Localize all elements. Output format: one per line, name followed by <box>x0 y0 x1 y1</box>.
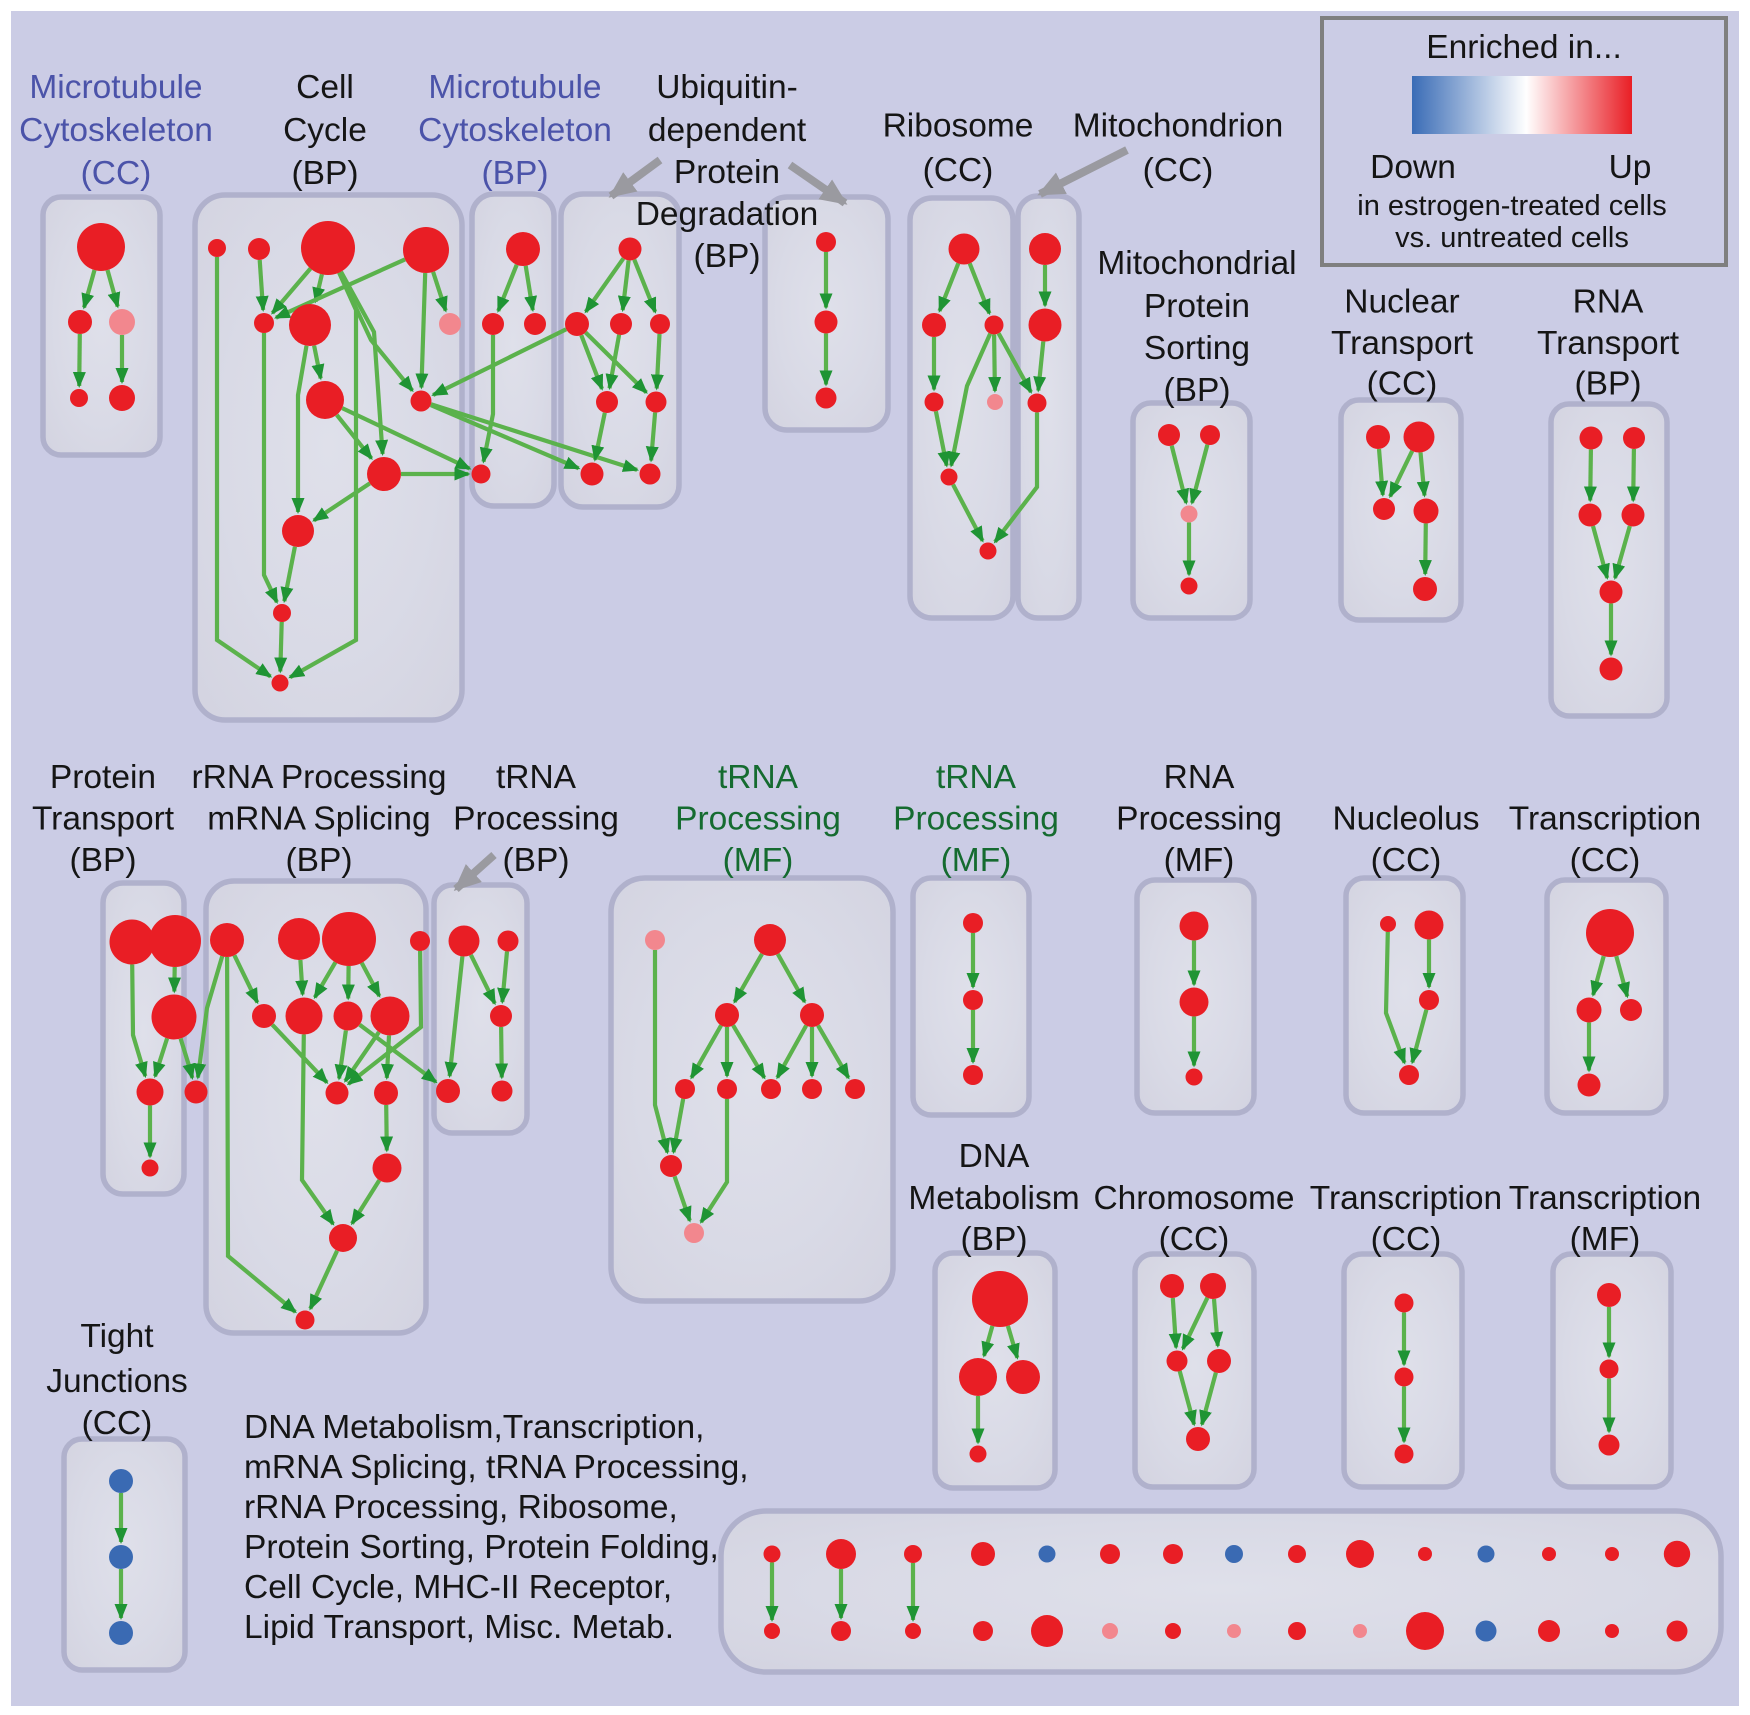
svg-text:mRNA Splicing, tRNA Processing: mRNA Splicing, tRNA Processing, <box>244 1449 749 1486</box>
svg-text:RNA: RNA <box>1164 759 1235 796</box>
svg-text:Transcription: Transcription <box>1509 801 1701 838</box>
svg-text:rRNA Processing: rRNA Processing <box>191 759 446 796</box>
svg-text:Transport: Transport <box>32 801 175 838</box>
svg-text:Mitochondrion: Mitochondrion <box>1073 108 1283 145</box>
svg-text:Protein: Protein <box>50 759 156 796</box>
svg-text:(BP): (BP) <box>1164 372 1231 409</box>
svg-text:(BP): (BP) <box>503 842 570 879</box>
svg-text:tRNA: tRNA <box>936 759 1017 796</box>
svg-text:Processing: Processing <box>893 801 1059 838</box>
svg-text:Metabolism: Metabolism <box>908 1180 1079 1217</box>
svg-text:(MF): (MF) <box>941 842 1012 879</box>
svg-text:(CC): (CC) <box>1371 842 1442 879</box>
svg-text:Cell Cycle, MHC-II Receptor,: Cell Cycle, MHC-II Receptor, <box>244 1569 672 1606</box>
svg-text:Protein: Protein <box>1144 288 1250 325</box>
svg-text:(CC): (CC) <box>82 1405 153 1442</box>
svg-text:(MF): (MF) <box>723 842 794 879</box>
svg-text:Transcription: Transcription <box>1310 1180 1502 1217</box>
svg-text:rRNA Processing, Ribosome,: rRNA Processing, Ribosome, <box>244 1489 678 1526</box>
svg-text:Transcription: Transcription <box>1509 1180 1701 1217</box>
svg-text:Transport: Transport <box>1331 325 1474 362</box>
svg-text:(CC): (CC) <box>81 155 152 192</box>
svg-text:tRNA: tRNA <box>496 759 577 796</box>
svg-text:(BP): (BP) <box>482 155 549 192</box>
svg-text:Ribosome: Ribosome <box>883 108 1034 145</box>
svg-text:Up: Up <box>1609 149 1652 186</box>
svg-text:Down: Down <box>1370 149 1456 186</box>
svg-text:(CC): (CC) <box>1371 1221 1442 1258</box>
svg-text:Tight: Tight <box>80 1318 154 1355</box>
svg-text:Cycle: Cycle <box>283 112 367 149</box>
svg-text:vs. untreated cells: vs. untreated cells <box>1395 222 1629 254</box>
svg-text:(MF): (MF) <box>1570 1221 1641 1258</box>
svg-text:(CC): (CC) <box>923 152 994 189</box>
svg-text:(BP): (BP) <box>292 155 359 192</box>
svg-text:(CC): (CC) <box>1367 366 1438 403</box>
svg-text:Microtubule: Microtubule <box>29 69 202 106</box>
svg-text:(BP): (BP) <box>286 842 353 879</box>
svg-text:RNA: RNA <box>1573 284 1644 321</box>
svg-text:mRNA Splicing: mRNA Splicing <box>207 801 430 838</box>
svg-text:(CC): (CC) <box>1570 842 1641 879</box>
svg-text:(CC): (CC) <box>1143 152 1214 189</box>
svg-text:Degradation: Degradation <box>636 196 819 233</box>
svg-text:(BP): (BP) <box>1575 366 1642 403</box>
svg-text:Transport: Transport <box>1537 325 1680 362</box>
svg-text:Enriched in...: Enriched in... <box>1426 29 1622 66</box>
svg-text:DNA: DNA <box>959 1138 1030 1175</box>
svg-text:DNA Metabolism,Transcription,: DNA Metabolism,Transcription, <box>244 1409 704 1446</box>
svg-text:Junctions: Junctions <box>46 1363 188 1400</box>
svg-text:Protein: Protein <box>674 154 780 191</box>
svg-text:(BP): (BP) <box>70 842 137 879</box>
svg-text:Cytoskeleton: Cytoskeleton <box>19 112 213 149</box>
svg-text:Processing: Processing <box>675 801 841 838</box>
svg-text:(CC): (CC) <box>1159 1221 1230 1258</box>
svg-text:Microtubule: Microtubule <box>428 69 601 106</box>
svg-text:Processing: Processing <box>453 801 619 838</box>
svg-text:tRNA: tRNA <box>718 759 799 796</box>
svg-text:Cell: Cell <box>296 69 354 106</box>
svg-text:Nucleolus: Nucleolus <box>1332 801 1479 838</box>
svg-text:dependent: dependent <box>648 112 807 149</box>
svg-text:in estrogen-treated cells: in estrogen-treated cells <box>1357 190 1667 222</box>
svg-text:Chromosome: Chromosome <box>1093 1180 1294 1217</box>
svg-text:Protein Sorting, Protein Foldi: Protein Sorting, Protein Folding, <box>244 1529 719 1566</box>
svg-text:Sorting: Sorting <box>1144 330 1250 367</box>
svg-text:(BP): (BP) <box>694 238 761 275</box>
svg-text:(MF): (MF) <box>1164 842 1235 879</box>
svg-text:(BP): (BP) <box>961 1221 1028 1258</box>
svg-text:Cytoskeleton: Cytoskeleton <box>418 112 612 149</box>
svg-text:Processing: Processing <box>1116 801 1282 838</box>
svg-text:Lipid Transport, Misc. Metab.: Lipid Transport, Misc. Metab. <box>244 1609 674 1646</box>
svg-text:Nuclear: Nuclear <box>1344 284 1459 321</box>
svg-text:Ubiquitin-: Ubiquitin- <box>656 69 798 106</box>
svg-text:Mitochondrial: Mitochondrial <box>1097 245 1296 282</box>
